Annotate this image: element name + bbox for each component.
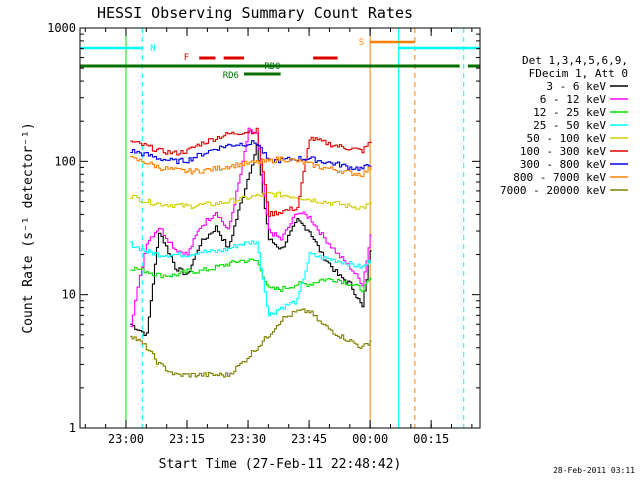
- legend-label-8: 7000 - 20000 keV: [500, 184, 606, 197]
- flag-n-label: N: [150, 44, 155, 54]
- x-tick-label-3: 23:45: [291, 432, 327, 446]
- series-line-1: [130, 127, 372, 328]
- legend-label-7: 800 - 7000 keV: [513, 171, 606, 184]
- x-tick-label-2: 23:30: [230, 432, 266, 446]
- legend-label-2: 12 - 25 keV: [533, 106, 606, 119]
- chart-title: HESSI Observing Summary Count Rates: [97, 4, 413, 22]
- series-line-8: [130, 308, 372, 378]
- y-tick-label-2: 100: [54, 154, 76, 168]
- legend-label-1: 6 - 12 keV: [540, 93, 607, 106]
- legend-label-3: 25 - 50 keV: [533, 119, 606, 132]
- series-lines: [130, 127, 372, 378]
- flag-f-label: F: [184, 53, 189, 63]
- vertical-markers: [79, 28, 465, 428]
- plot-frame: [79, 27, 481, 429]
- x-tick-label-0: 23:00: [108, 432, 144, 446]
- legend-label-4: 50 - 100 keV: [527, 132, 607, 145]
- series-line-0: [130, 144, 372, 337]
- flag-rd0-label: RD0: [264, 62, 280, 72]
- x-tick-label-5: 00:15: [413, 432, 449, 446]
- series-line-4: [130, 191, 372, 210]
- timestamp: 28-Feb-2011 03:11: [553, 466, 635, 475]
- x-tick-label-4: 00:00: [352, 432, 388, 446]
- legend-header-1: FDecim 1, Att 0: [529, 67, 628, 80]
- series-line-7: [130, 155, 372, 178]
- y-tick-label-3: 1000: [47, 21, 76, 35]
- legend-label-5: 100 - 300 keV: [520, 145, 606, 158]
- series-line-5: [130, 127, 372, 217]
- series-line-2: [130, 258, 372, 293]
- y-tick-label-0: 1: [69, 421, 76, 435]
- flag-s-label: S: [359, 38, 364, 48]
- legend-label-6: 300 - 800 keV: [520, 158, 606, 171]
- x-axis-label: Start Time (27-Feb-11 22:48:42): [159, 457, 402, 472]
- legend-label-0: 3 - 6 keV: [546, 80, 606, 93]
- flag-bars: N S F RD0 RD6: [80, 38, 480, 81]
- y-tick-label-1: 10: [62, 288, 76, 302]
- legend: Det 1,3,4,5,6,9,FDecim 1, Att 03 - 6 keV…: [500, 54, 628, 197]
- y-axis-label: Count Rate (s⁻¹ detector⁻¹): [21, 122, 36, 333]
- legend-header-0: Det 1,3,4,5,6,9,: [522, 54, 628, 67]
- axes: 23:00 23:15 23:30 23:45 00:00 00:15 1 10 100 1000: [47, 21, 480, 446]
- series-line-3: [130, 240, 372, 317]
- x-tick-label-1: 23:15: [169, 432, 205, 446]
- series-line-6: [130, 140, 372, 171]
- flag-rd6-label: RD6: [223, 71, 239, 81]
